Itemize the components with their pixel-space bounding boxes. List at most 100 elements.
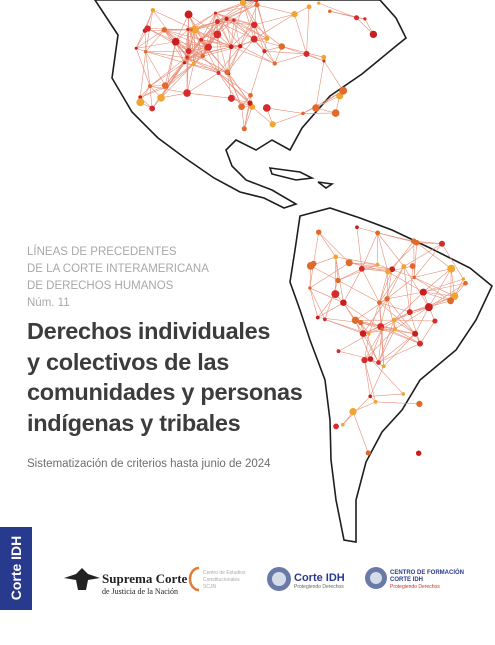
network-link [164, 41, 177, 86]
network-link [226, 4, 258, 20]
network-link [309, 287, 319, 318]
network-link [253, 24, 265, 52]
network-link [164, 29, 202, 40]
network-link [217, 2, 244, 22]
network-node [238, 103, 245, 111]
network-node [239, 0, 247, 6]
network-node [185, 55, 189, 59]
network-node [375, 262, 380, 267]
network-node [147, 84, 152, 89]
logo-text: Suprema Corte [102, 571, 188, 586]
network-link [403, 243, 443, 267]
network-node [224, 69, 230, 75]
network-node [182, 61, 187, 65]
network-link [370, 358, 404, 395]
network-link [352, 401, 376, 412]
network-node [321, 54, 327, 60]
network-node [413, 239, 420, 246]
network-link [378, 320, 395, 363]
network-node [401, 392, 406, 396]
network-link [233, 19, 265, 52]
network-node [138, 95, 143, 100]
network-link [149, 85, 188, 94]
network-node [333, 254, 339, 260]
network-link [233, 19, 267, 39]
network-link [343, 268, 363, 303]
network-link [403, 266, 411, 313]
network-link [272, 113, 304, 125]
network-node [150, 8, 156, 13]
network-link [337, 264, 378, 281]
network-node [358, 265, 365, 272]
network-node [369, 30, 378, 39]
network-link [381, 328, 421, 344]
network-link [377, 232, 389, 272]
network-link [136, 29, 165, 49]
network-link [324, 280, 339, 320]
network-link [394, 319, 435, 322]
network-link [361, 232, 378, 269]
network-link [135, 48, 151, 87]
network-link [313, 232, 319, 264]
network-link [147, 28, 176, 43]
heading-line: Núm. 11 [27, 297, 70, 309]
network-link [364, 360, 371, 397]
network-link [361, 268, 380, 303]
network-link [160, 63, 194, 99]
network-link [144, 30, 146, 52]
network-link [364, 360, 376, 403]
network-link [428, 283, 466, 308]
network-link [217, 21, 232, 47]
network-link [233, 19, 255, 26]
network-link [145, 51, 166, 86]
network-node [412, 275, 417, 280]
network-link [379, 271, 389, 303]
network-link [231, 38, 267, 48]
network-link [409, 266, 413, 313]
title-line: Derechos individuales [27, 318, 271, 344]
network-link [386, 277, 415, 300]
network-node [345, 259, 353, 267]
network-link [383, 333, 416, 367]
network-link [306, 6, 310, 54]
network-node [184, 10, 193, 19]
network-node [250, 35, 258, 43]
network-link [136, 41, 176, 49]
network-link [335, 256, 378, 265]
network-link [413, 241, 415, 278]
network-node [228, 44, 234, 50]
network-link [317, 302, 344, 318]
network-link [380, 298, 388, 327]
network-link [218, 72, 251, 104]
network-node [214, 19, 220, 25]
network-link [254, 24, 282, 47]
network [134, 0, 468, 456]
network-link [242, 2, 268, 39]
network-link [413, 243, 443, 278]
logo-text: Constitucionales [203, 577, 240, 583]
network-link [202, 55, 219, 74]
network-link [364, 328, 396, 361]
network-link [362, 333, 379, 363]
network-node [384, 296, 390, 302]
map [94, 0, 493, 543]
network-link [377, 232, 417, 243]
network-link [378, 328, 396, 363]
network-link [188, 50, 228, 73]
cec-icon [188, 566, 200, 592]
network-link [230, 2, 244, 47]
network-node [376, 360, 381, 365]
network-link [414, 268, 452, 278]
network-link [368, 302, 380, 335]
network-link [377, 264, 415, 278]
network-link [315, 60, 325, 109]
network-link [253, 24, 275, 64]
network-node [358, 320, 364, 326]
network-link [309, 262, 350, 289]
caribbean [268, 167, 335, 189]
network-link [215, 0, 257, 14]
network-node [144, 25, 151, 32]
network-link [251, 106, 273, 125]
network-node [375, 230, 381, 236]
network-link [264, 50, 307, 55]
